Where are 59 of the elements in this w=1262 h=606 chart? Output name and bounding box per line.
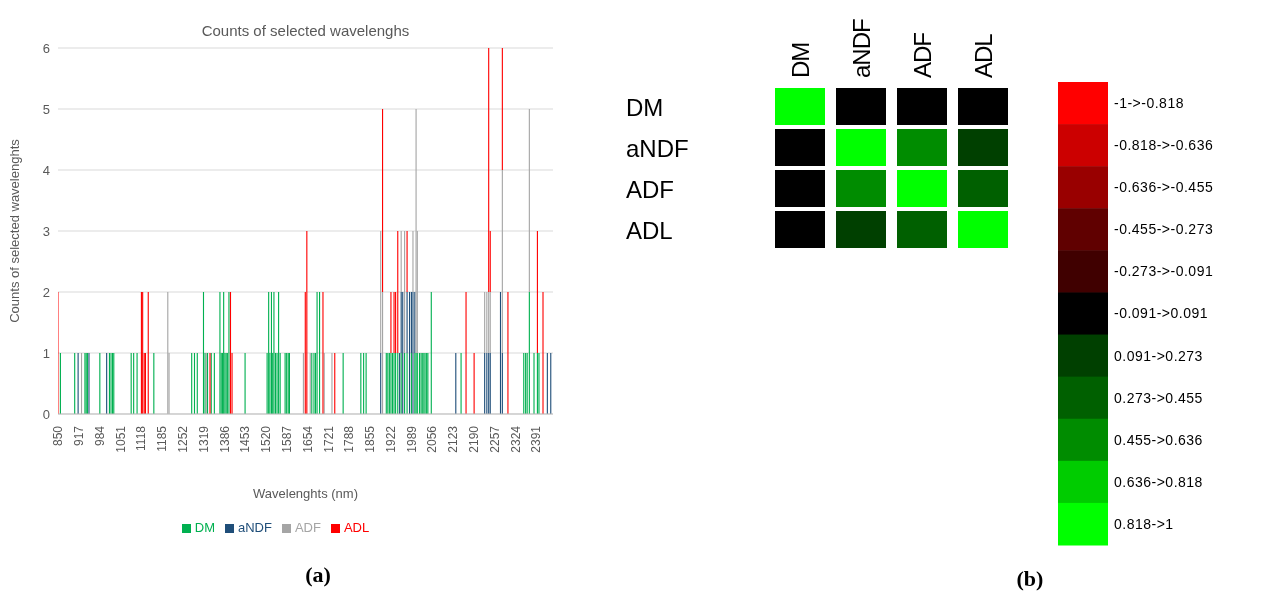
x-tick-label: 1587	[279, 425, 294, 453]
x-tick-label: ADL	[970, 33, 997, 78]
color-bar-label: -0.273->-0.091	[1114, 263, 1214, 280]
x-tick-label: 2257	[487, 425, 502, 453]
color-bar-label: -0.091->0.091	[1114, 305, 1209, 322]
x-tick-label: 2391	[529, 425, 544, 453]
x-tick-label: 1386	[217, 425, 232, 453]
x-tick-label: 2056	[425, 425, 440, 453]
x-tick-label: 1118	[134, 425, 149, 451]
x-tick-label: 850	[51, 425, 66, 447]
y-tick-label: 1	[42, 345, 50, 361]
y-tick-label: DM	[626, 93, 664, 121]
color-bar-label: 0.818->1	[1114, 515, 1174, 532]
y-tick-label: 2	[42, 284, 50, 300]
x-tick-label: 2123	[446, 425, 461, 453]
y-tick-label: 4	[42, 162, 50, 178]
x-tick-label: 1453	[238, 425, 253, 453]
legend-label: ADF	[294, 520, 321, 535]
color-bar-label: -0.455->-0.273	[1114, 221, 1214, 238]
x-tick-label: 1520	[259, 425, 274, 453]
x-tick-label: 1922	[383, 425, 398, 453]
x-tick-label: 1319	[196, 425, 211, 453]
y-tick-label: 3	[42, 223, 50, 239]
legend-label: aNDF	[237, 520, 272, 535]
color-bar-label: 0.455->0.636	[1114, 431, 1203, 448]
color-bar-label: 0.636->0.818	[1114, 473, 1203, 490]
y-tick-label: 6	[42, 40, 50, 56]
y-tick-label: ADL	[626, 216, 673, 244]
x-tick-label: 1788	[342, 425, 357, 453]
y-tick-label: ADF	[626, 175, 674, 203]
x-axis-title: Wavelenghts (nm)	[253, 486, 358, 501]
color-bar-label: -0.818->-0.636	[1114, 137, 1214, 154]
chart-title: Counts of selected wavelenghs	[200, 22, 411, 39]
y-tick-label: 0	[42, 406, 50, 422]
x-tick-label: 917	[71, 425, 86, 447]
x-tick-label: ADF	[909, 32, 936, 78]
color-bar-label: 0.273->0.455	[1114, 389, 1203, 406]
x-tick-label: 1721	[321, 425, 336, 453]
x-tick-label: 984	[92, 425, 107, 447]
y-tick-label: 5	[42, 101, 50, 117]
x-tick-label: 1185	[155, 425, 170, 452]
text: (b)	[1016, 566, 1044, 591]
x-tick-label: DM	[787, 42, 814, 78]
color-bar-label: 0.091->0.273	[1114, 347, 1203, 364]
color-bar-label: -1->-0.818	[1114, 94, 1184, 111]
x-tick-label: 1855	[363, 425, 378, 453]
color-bar-label: -0.636->-0.455	[1114, 179, 1214, 196]
x-tick-label: 1654	[300, 425, 315, 453]
text: (a)	[304, 562, 332, 588]
x-tick-label: 1989	[404, 425, 419, 453]
legend-label: DM	[194, 520, 215, 535]
y-tick-label: aNDF	[626, 134, 689, 162]
y-axis-title: Counts of selected wavelenghts	[6, 138, 22, 323]
x-tick-label: 1051	[113, 425, 128, 453]
x-tick-label: 2190	[467, 425, 482, 453]
x-tick-label: aNDF	[848, 18, 875, 78]
x-tick-label: 1252	[175, 425, 190, 453]
x-tick-label: 2324	[508, 425, 523, 453]
legend-label: ADL	[343, 520, 370, 535]
